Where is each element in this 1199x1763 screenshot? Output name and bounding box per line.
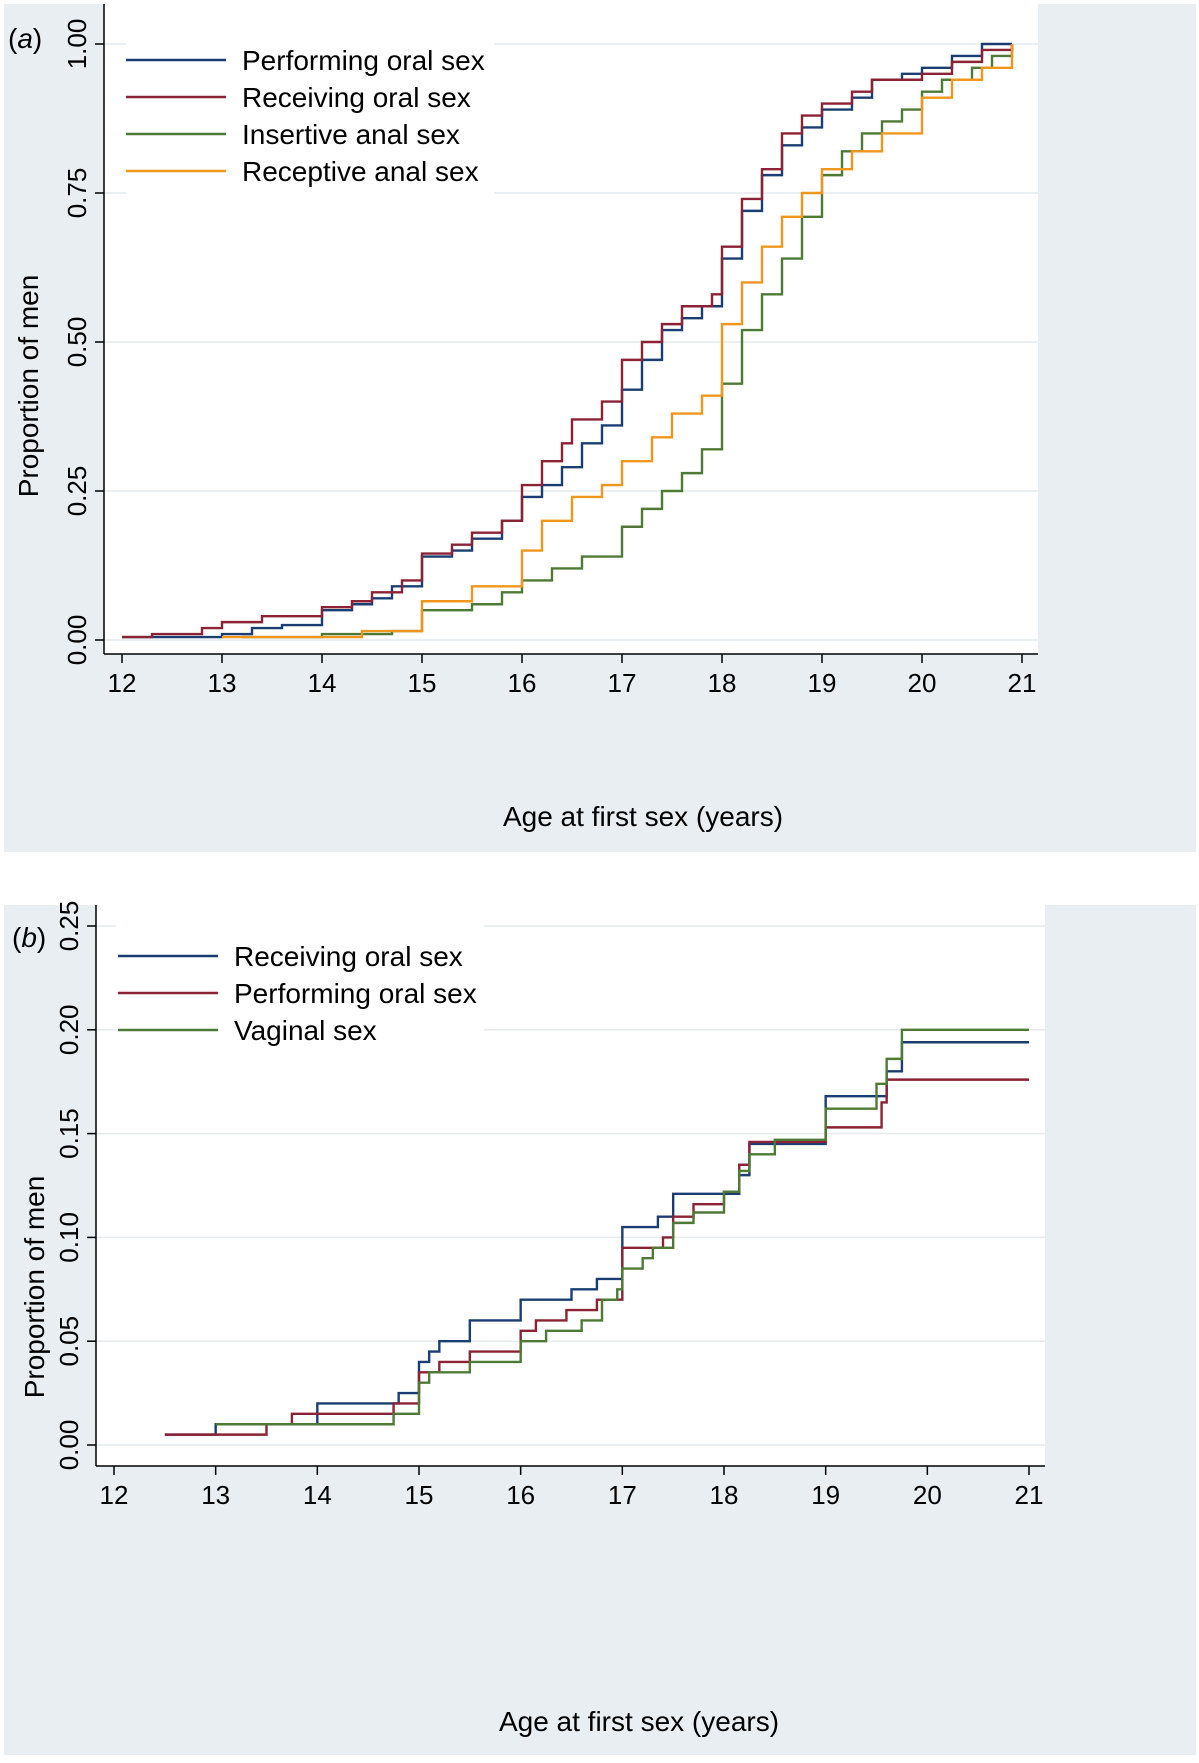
y-tick-label: 0.10: [54, 1212, 84, 1263]
panel-a-label: (a): [8, 23, 42, 54]
x-tick-label: 12: [108, 668, 137, 698]
panel-b-label: (b): [12, 922, 46, 953]
y-tick-label: 0.25: [62, 466, 92, 517]
y-axis-title: Proportion of men: [19, 1176, 50, 1399]
x-tick-label: 16: [506, 1480, 535, 1510]
legend-label: Performing oral sex: [242, 45, 485, 76]
y-tick-label: 0.05: [54, 1316, 84, 1367]
series-line-receptive-anal-sex: [222, 44, 1014, 639]
x-axis-title: Age at first sex (years): [503, 801, 783, 832]
legend-label: Receiving oral sex: [242, 82, 471, 113]
legend-label: Receiving oral sex: [234, 941, 463, 972]
y-tick-label: 1.00: [62, 19, 92, 70]
legend-label: Insertive anal sex: [242, 119, 460, 150]
x-tick-label: 14: [308, 668, 337, 698]
x-tick-label: 19: [808, 668, 837, 698]
chart-a: (a) 12 13 14 15 16 17 18 19 20 21 0.00 0.25 0.50 0.75…: [8, 4, 1038, 832]
x-tick-label: 13: [201, 1480, 230, 1510]
series-line-receiving-oral-sex: [122, 44, 1014, 639]
legend-label: Vaginal sex: [234, 1015, 377, 1046]
x-tick-label: 15: [408, 668, 437, 698]
x-tick-label: 18: [710, 1480, 739, 1510]
panel-a: (a) 12 13 14 15 16 17 18 19 20 21 0.00 0.25 0.50 0.75…: [4, 4, 1196, 852]
x-tick-label: 21: [1008, 668, 1037, 698]
x-tick-label: 17: [608, 1480, 637, 1510]
series-line-receiving-oral-sex: [164, 1041, 1029, 1436]
x-tick-label: 15: [405, 1480, 434, 1510]
x-tick-label: 20: [913, 1480, 942, 1510]
y-tick-label: 0.20: [54, 1004, 84, 1055]
y-tick-label: 0.00: [62, 615, 92, 666]
x-tick-label: 19: [811, 1480, 840, 1510]
x-tick-label: 20: [908, 668, 937, 698]
x-tick-label: 16: [508, 668, 537, 698]
y-tick-label: 0.15: [54, 1108, 84, 1159]
panel-b: (b) 12 13 14 15 16 17 18 19 20 21 0.00 0.05 0.10 0.15…: [4, 901, 1196, 1755]
x-tick-label: 14: [303, 1480, 332, 1510]
y-tick-label: 0.00: [54, 1420, 84, 1471]
legend-label: Receptive anal sex: [242, 156, 479, 187]
x-tick-label: 21: [1015, 1480, 1044, 1510]
x-tick-label: 13: [208, 668, 237, 698]
y-axis-title: Proportion of men: [13, 275, 44, 498]
chart-b: (b) 12 13 14 15 16 17 18 19 20 21 0.00 0.05 0.10 0.15…: [12, 901, 1045, 1737]
x-axis-title: Age at first sex (years): [499, 1706, 779, 1737]
x-tick-label: 12: [100, 1480, 129, 1510]
x-tick-label: 17: [608, 668, 637, 698]
x-tick-label: 18: [708, 668, 737, 698]
y-tick-label: 0.75: [62, 168, 92, 219]
legend-label: Performing oral sex: [234, 978, 477, 1009]
legend-box: [126, 4, 494, 194]
y-tick-label: 0.50: [62, 317, 92, 368]
series-line-vaginal-sex: [215, 1028, 1029, 1426]
y-tick-label: 0.25: [54, 901, 84, 952]
